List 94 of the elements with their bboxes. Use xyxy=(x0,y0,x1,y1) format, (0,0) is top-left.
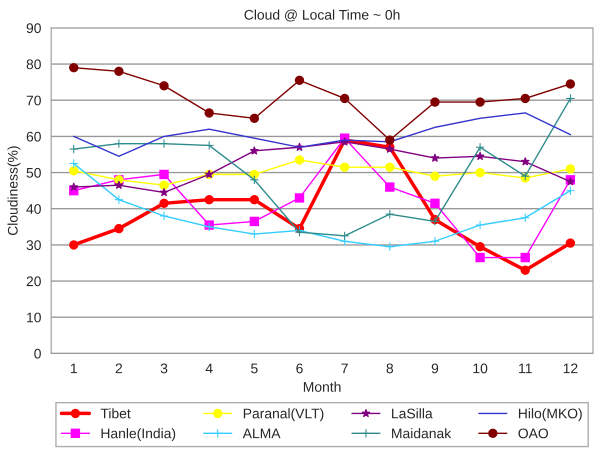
legend-label: OAO xyxy=(518,428,548,438)
point xyxy=(430,236,440,246)
point xyxy=(159,211,169,221)
legend-label: Tibet xyxy=(100,408,131,418)
legend-label: Hilo(MKO) xyxy=(518,408,582,422)
point xyxy=(204,108,214,118)
point xyxy=(204,140,214,150)
point xyxy=(114,195,124,204)
point xyxy=(566,94,576,104)
point xyxy=(385,242,394,252)
x-tick-label: 7 xyxy=(341,364,348,374)
legend-label: Maidanak xyxy=(392,428,452,438)
legend-label: Hanle(India) xyxy=(102,428,176,442)
point xyxy=(475,168,485,178)
point xyxy=(385,209,394,219)
point xyxy=(294,193,304,203)
point xyxy=(340,231,350,241)
y-tick-label: 90 xyxy=(26,23,41,34)
point xyxy=(69,240,78,250)
y-tick-label: 40 xyxy=(26,204,41,214)
point xyxy=(250,175,260,184)
y-tick-label: 30 xyxy=(26,240,41,250)
point xyxy=(294,76,304,86)
point xyxy=(520,94,530,104)
y-axis-title: Cloudiness(%) xyxy=(8,146,20,236)
point xyxy=(114,66,124,76)
point xyxy=(250,195,260,204)
point xyxy=(475,97,485,107)
point xyxy=(520,213,530,222)
point xyxy=(385,162,394,172)
x-tick-label: 8 xyxy=(386,363,394,374)
x-tick-label: 12 xyxy=(564,363,578,374)
x-tick-label: 4 xyxy=(206,364,213,374)
point xyxy=(475,252,485,262)
x-tick-label: 9 xyxy=(432,363,438,374)
point xyxy=(430,97,440,107)
x-tick-label: 3 xyxy=(160,363,168,374)
point xyxy=(160,188,169,196)
point xyxy=(69,166,78,176)
point xyxy=(566,186,576,196)
point xyxy=(159,138,169,148)
legend-label: LaSilla xyxy=(392,408,433,418)
point xyxy=(69,144,78,154)
y-tick-label: 0 xyxy=(34,348,41,359)
point xyxy=(250,114,260,124)
point xyxy=(114,138,124,148)
y-tick-label: 70 xyxy=(26,96,41,106)
point xyxy=(520,266,530,275)
y-tick-label: 10 xyxy=(27,312,41,322)
point xyxy=(159,198,169,208)
point xyxy=(566,164,576,174)
point xyxy=(250,216,260,226)
point xyxy=(430,153,440,162)
point xyxy=(476,152,485,160)
y-tick-label: 80 xyxy=(26,59,41,70)
x-tick-label: 10 xyxy=(473,363,488,374)
legend-label: ALMA xyxy=(242,428,281,438)
point xyxy=(114,180,124,190)
point xyxy=(475,242,485,252)
x-tick-label: 11 xyxy=(519,364,532,374)
y-tick-label: 20 xyxy=(26,276,41,286)
y-tick-label: 60 xyxy=(26,132,41,142)
point xyxy=(430,198,440,208)
line-series xyxy=(73,112,572,157)
point xyxy=(430,171,440,181)
point xyxy=(159,170,169,180)
x-tick-label: 1 xyxy=(70,364,77,374)
point xyxy=(566,79,576,89)
point xyxy=(69,182,78,191)
point xyxy=(159,180,169,190)
point xyxy=(114,224,124,234)
point xyxy=(159,81,169,90)
point xyxy=(385,182,394,192)
point xyxy=(340,94,350,104)
point xyxy=(475,220,485,230)
point xyxy=(340,162,350,172)
y-tick-label: 50 xyxy=(26,168,41,178)
x-tick-label: 6 xyxy=(296,363,303,374)
point xyxy=(294,155,304,165)
chart-title: Cloud @ Local Time ~ 0h xyxy=(244,10,400,22)
point xyxy=(566,238,576,248)
point xyxy=(250,229,260,239)
x-tick-label: 2 xyxy=(116,363,122,374)
point xyxy=(520,157,530,166)
point xyxy=(250,146,259,155)
point xyxy=(385,135,394,145)
point xyxy=(69,62,78,72)
point xyxy=(475,142,485,152)
point xyxy=(520,252,530,262)
x-tick-label: 5 xyxy=(251,364,258,374)
x-axis-title: Month xyxy=(304,382,340,392)
legend-label: Paranal(VLT) xyxy=(244,408,324,422)
point xyxy=(204,195,214,204)
point xyxy=(69,158,78,168)
